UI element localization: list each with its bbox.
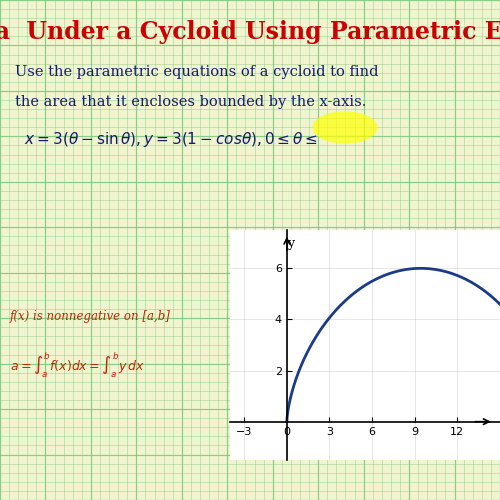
- Text: $x = 3(\theta - \sin\theta), y = 3(1 - \mathit{cos}\theta), 0 \leq \theta \leq$: $x = 3(\theta - \sin\theta), y = 3(1 - \…: [15, 130, 318, 149]
- Text: Area  Under a Cycloid Using Parametric Equa: Area Under a Cycloid Using Parametric Eq…: [0, 20, 500, 44]
- Text: the area that it encloses bounded by the x-axis.: the area that it encloses bounded by the…: [15, 95, 366, 109]
- Text: Use the parametric equations of a cycloid to find: Use the parametric equations of a cycloi…: [15, 65, 378, 79]
- Text: $a = \int_a^b f(x)dx = \int_a^b y\, dx$: $a = \int_a^b f(x)dx = \int_a^b y\, dx$: [10, 350, 145, 379]
- Text: f(x) is nonnegative on [a,b]: f(x) is nonnegative on [a,b]: [10, 310, 171, 323]
- Text: y: y: [288, 237, 294, 250]
